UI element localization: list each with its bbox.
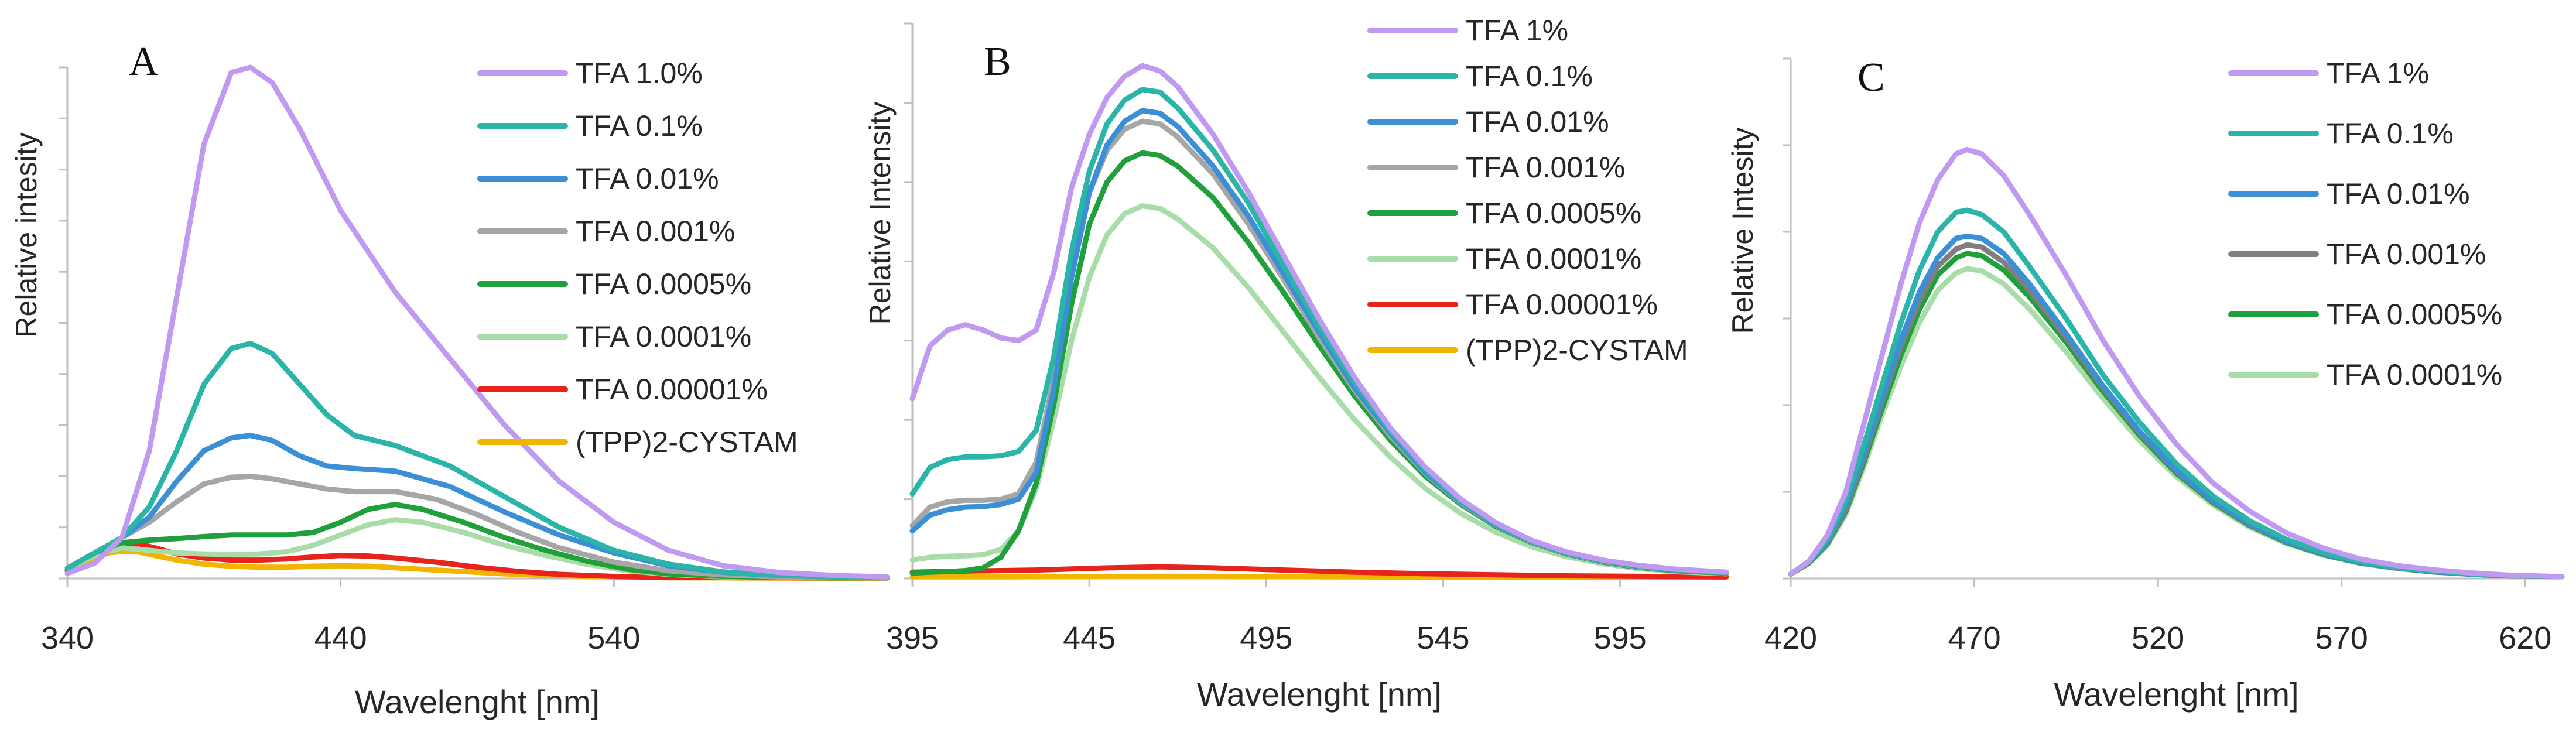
x-tick-label: 420	[1764, 621, 1817, 656]
legend-label: TFA 0.01%	[2327, 177, 2470, 210]
panel-a: A Relative intesity Wavelenght [nm] 340 4…	[10, 39, 890, 720]
legend-label: TFA 0.0001%	[2327, 358, 2502, 391]
series-line	[64, 64, 890, 580]
series-line	[1788, 146, 2565, 580]
legend-label: (TPP)2-CYSTAM	[576, 426, 798, 458]
legend-label: TFA 0.0005%	[1466, 197, 1641, 230]
legend-label: TFA 1%	[2327, 57, 2429, 90]
x-tick-label: 445	[1063, 621, 1116, 656]
panel-c: C Relative Intesity Wavelenght [nm] 420 4…	[1726, 55, 2565, 713]
series-line	[909, 564, 1729, 580]
legend-label: TFA 0.01%	[576, 162, 719, 195]
x-axis-title: Wavelenght [nm]	[355, 683, 600, 720]
legend-label: TFA 1%	[1466, 14, 1568, 47]
panel-letter: A	[129, 39, 159, 84]
x-tick-label: 340	[41, 621, 94, 656]
x-tick-label: 570	[2315, 621, 2368, 656]
x-axis-title: Wavelenght [nm]	[1197, 676, 1442, 713]
x-tick-label: 495	[1240, 621, 1292, 656]
x-tick-label: 395	[886, 621, 939, 656]
panel-b: B Relative Intensity Wavelenght [nm] 395…	[864, 14, 1729, 713]
x-tick-label: 520	[2132, 621, 2184, 656]
y-axis-title: Relative intesity	[10, 132, 43, 337]
legend-label: TFA 0.001%	[2327, 238, 2486, 271]
panel-letter: B	[984, 39, 1011, 84]
x-tick-label: 470	[1948, 621, 2001, 656]
legend-label: TFA 0.0001%	[576, 320, 751, 353]
panel-letter: C	[1857, 55, 1885, 100]
x-tick-label: 545	[1417, 621, 1469, 656]
legend-label: TFA 0.001%	[576, 215, 735, 248]
series-line	[909, 203, 1729, 577]
y-axis-title: Relative Intesity	[1726, 128, 1759, 334]
legend-label: TFA 0.0005%	[2327, 298, 2502, 331]
x-tick-label: 620	[2499, 621, 2551, 656]
legend-label: TFA 0.1%	[2327, 117, 2454, 150]
x-tick-label: 595	[1594, 621, 1647, 656]
series-line	[909, 63, 1729, 575]
legend-label: TFA 0.00001%	[1466, 288, 1658, 321]
x-tick-label: 540	[587, 621, 640, 656]
legend-label: TFA 0.0005%	[576, 268, 751, 300]
legend-label: TFA 0.00001%	[576, 373, 768, 406]
legend-label: (TPP)2-CYSTAM	[1466, 334, 1688, 367]
series-line	[64, 473, 890, 581]
legend-label: TFA 0.01%	[1466, 105, 1609, 138]
legend-label: TFA 0.0001%	[1466, 242, 1641, 275]
series-line	[64, 501, 890, 581]
legend-label: TFA 0.1%	[1466, 60, 1593, 93]
x-axis-title: Wavelenght [nm]	[2054, 676, 2298, 713]
series-line	[64, 340, 890, 580]
x-tick-label: 440	[314, 621, 367, 656]
legend-label: TFA 0.001%	[1466, 151, 1625, 184]
legend-label: TFA 0.1%	[576, 109, 703, 142]
legend-label: TFA 1.0%	[576, 57, 703, 90]
y-axis-title: Relative Intensity	[864, 102, 897, 325]
